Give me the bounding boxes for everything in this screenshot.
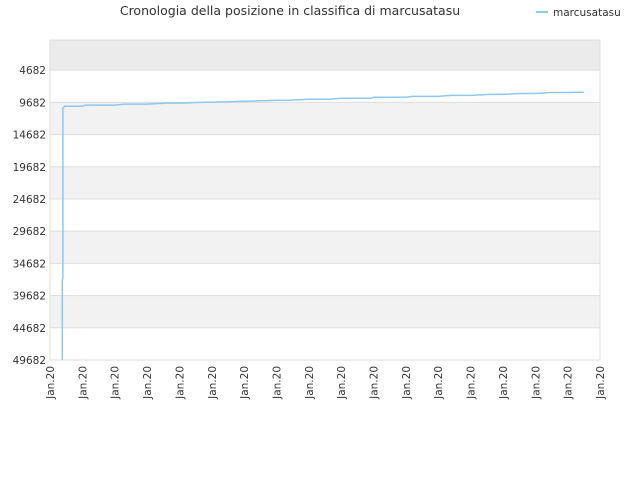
x-tick-label: Jan.20: [563, 366, 575, 400]
y-tick-label: 34682: [13, 258, 46, 270]
chart-title: Cronologia della posizione in classifica…: [120, 3, 460, 18]
x-tick-label: Jan.20: [401, 366, 413, 400]
x-tick-label: Jan.20: [595, 366, 607, 400]
x-tick-label: Jan.20: [433, 366, 445, 400]
plot-band: [50, 40, 600, 71]
x-tick-label: Jan.20: [110, 366, 122, 400]
x-tick-label: Jan.20: [336, 366, 348, 400]
y-tick-label: 49682: [13, 355, 46, 367]
legend[interactable]: marcusatasu: [536, 7, 621, 19]
x-tick-label: Jan.20: [369, 366, 381, 400]
x-axis-tick-labels: Jan.20 Jan.20 Jan.20 Jan.20 Jan.20 Jan.20 Jan.…: [45, 366, 607, 400]
plot-border: [49, 39, 601, 361]
plot-band: [50, 166, 600, 199]
x-tick-label: Jan.20: [466, 366, 478, 400]
y-tick-label: 4682: [19, 65, 46, 77]
x-tick-label: Jan.20: [239, 366, 251, 400]
y-axis-tick-labels: 4682 9682 14682 19682 24682 29682 34682 39682 44…: [13, 65, 46, 367]
plot-band: [50, 102, 600, 135]
plot-band: [50, 295, 600, 328]
x-tick-label: Jan.20: [304, 366, 316, 400]
y-tick-label: 19682: [13, 162, 46, 174]
x-tick-label: Jan.20: [271, 366, 283, 400]
series-line-marcusatasu: [61, 91, 584, 360]
x-tick-label: Jan.20: [142, 366, 154, 400]
y-tick-label: 24682: [13, 194, 46, 206]
x-tick-label: Jan.20: [45, 366, 57, 400]
y-tick-label: 44682: [13, 323, 46, 335]
x-tick-label: Jan.20: [77, 366, 89, 400]
plot-band: [50, 231, 600, 264]
y-tick-label: 9682: [19, 97, 46, 109]
plot-bands: [50, 40, 600, 328]
legend-label-marcusatasu: marcusatasu: [553, 7, 621, 19]
x-tick-label: Jan.20: [498, 366, 510, 400]
y-tick-label: 14682: [13, 130, 46, 142]
y-tick-label: 29682: [13, 226, 46, 238]
series-group: [61, 91, 584, 360]
y-tick-label: 39682: [13, 291, 46, 303]
x-tick-label: Jan.20: [174, 366, 186, 400]
x-tick-label: Jan.20: [530, 366, 542, 400]
x-tick-label: Jan.20: [207, 366, 219, 400]
